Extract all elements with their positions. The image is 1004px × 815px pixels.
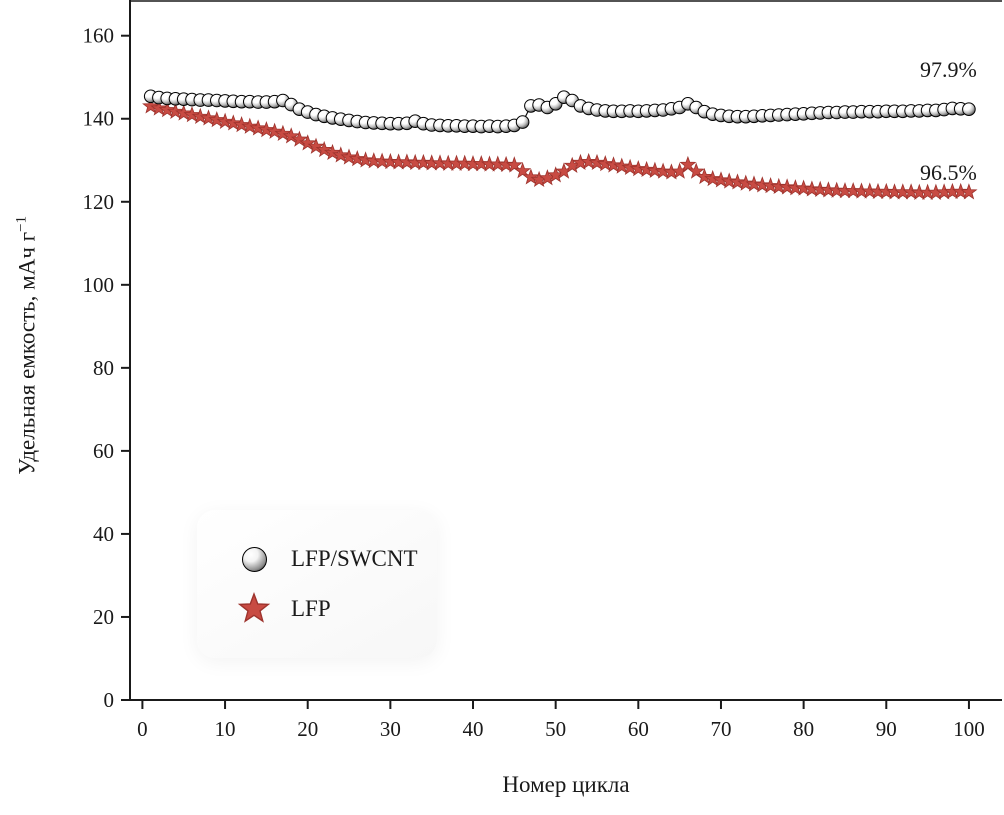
sphere-marker-icon <box>241 546 267 572</box>
data-point <box>687 162 705 179</box>
x-tick-label: 60 <box>628 717 649 741</box>
data-point <box>315 140 333 158</box>
data-point <box>356 151 375 168</box>
star-marker-shape <box>237 592 271 623</box>
data-point <box>175 104 193 121</box>
data-point <box>580 152 598 170</box>
x-tick-label: 30 <box>380 717 401 741</box>
star-marker-icon <box>237 592 271 623</box>
y-tick-label: 60 <box>93 439 114 463</box>
data-point <box>704 169 722 187</box>
data-point <box>621 158 639 175</box>
data-point <box>191 107 209 124</box>
annotation-lfp-swcnt-retention: 97.9% <box>920 57 977 82</box>
data-point <box>728 173 747 190</box>
data-point <box>199 109 218 126</box>
x-tick-label: 40 <box>463 717 484 741</box>
data-point <box>604 156 623 173</box>
data-point <box>290 130 309 147</box>
data-point <box>960 183 978 200</box>
data-point <box>962 102 976 116</box>
data-point <box>274 124 292 141</box>
x-tick-label: 20 <box>297 717 318 741</box>
x-tick-label: 70 <box>710 717 731 741</box>
data-point <box>745 175 763 192</box>
data-point <box>514 162 532 179</box>
y-tick-label: 0 <box>104 688 115 712</box>
data-point <box>307 137 325 154</box>
data-point <box>679 155 697 173</box>
x-tick-label: 10 <box>215 717 236 741</box>
legend-label-lfp-swcnt: LFP/SWCNT <box>291 546 418 571</box>
data-point <box>613 157 631 174</box>
data-point <box>646 161 664 178</box>
data-point <box>166 102 185 119</box>
legend-icon-box <box>235 592 273 626</box>
y-tick-label: 20 <box>93 605 114 629</box>
data-point <box>522 168 540 185</box>
y-tick-label: 120 <box>83 190 115 214</box>
x-axis-label: Номер цикла <box>502 772 630 797</box>
data-point <box>348 150 366 167</box>
data-point <box>340 148 358 165</box>
x-tick-label: 80 <box>793 717 814 741</box>
x-tick-label: 0 <box>137 717 148 741</box>
data-point <box>183 106 201 123</box>
data-point <box>323 143 342 161</box>
legend-label-lfp: LFP <box>291 596 331 621</box>
x-tick-label: 90 <box>876 717 897 741</box>
data-point <box>588 153 606 171</box>
data-point <box>778 178 796 195</box>
data-point <box>241 117 259 134</box>
legend: LFP/SWCNT LFP <box>197 510 437 658</box>
data-point <box>753 176 771 193</box>
data-point <box>282 127 300 144</box>
data-point <box>158 101 176 118</box>
y-axis-label-exponent: −1 <box>13 215 30 232</box>
data-point <box>596 155 614 172</box>
data-point <box>299 134 317 151</box>
y-tick-label: 140 <box>83 107 115 131</box>
y-tick-label: 40 <box>93 522 114 546</box>
legend-item-lfp: LFP <box>235 592 437 626</box>
legend-icon-box <box>235 542 273 576</box>
y-tick-label: 160 <box>83 24 115 48</box>
data-point <box>249 119 267 136</box>
y-axis-label: Удельная емкость, мАч г−1 <box>14 115 41 575</box>
legend-item-lfp-swcnt: LFP/SWCNT <box>235 542 437 576</box>
data-point <box>712 171 730 188</box>
data-point <box>216 112 234 129</box>
data-point <box>515 115 530 129</box>
data-point <box>737 174 755 191</box>
data-point <box>257 121 275 138</box>
data-point <box>233 116 251 133</box>
annotation-lfp-retention: 96.5% <box>920 160 977 185</box>
x-tick-label: 50 <box>545 717 566 741</box>
data-point <box>224 114 242 131</box>
x-tick-label: 100 <box>953 717 985 741</box>
y-tick-label: 100 <box>83 273 115 297</box>
data-point <box>638 160 656 178</box>
data-point <box>762 177 780 194</box>
data-point <box>150 99 168 116</box>
data-point <box>795 179 813 196</box>
y-axis-label-text: Удельная емкость, мАч г <box>14 231 40 475</box>
data-point <box>654 162 672 179</box>
y-tick-label: 80 <box>93 356 114 380</box>
data-point <box>720 172 738 189</box>
data-point <box>208 111 226 128</box>
data-point <box>629 160 647 177</box>
data-point <box>266 122 284 139</box>
